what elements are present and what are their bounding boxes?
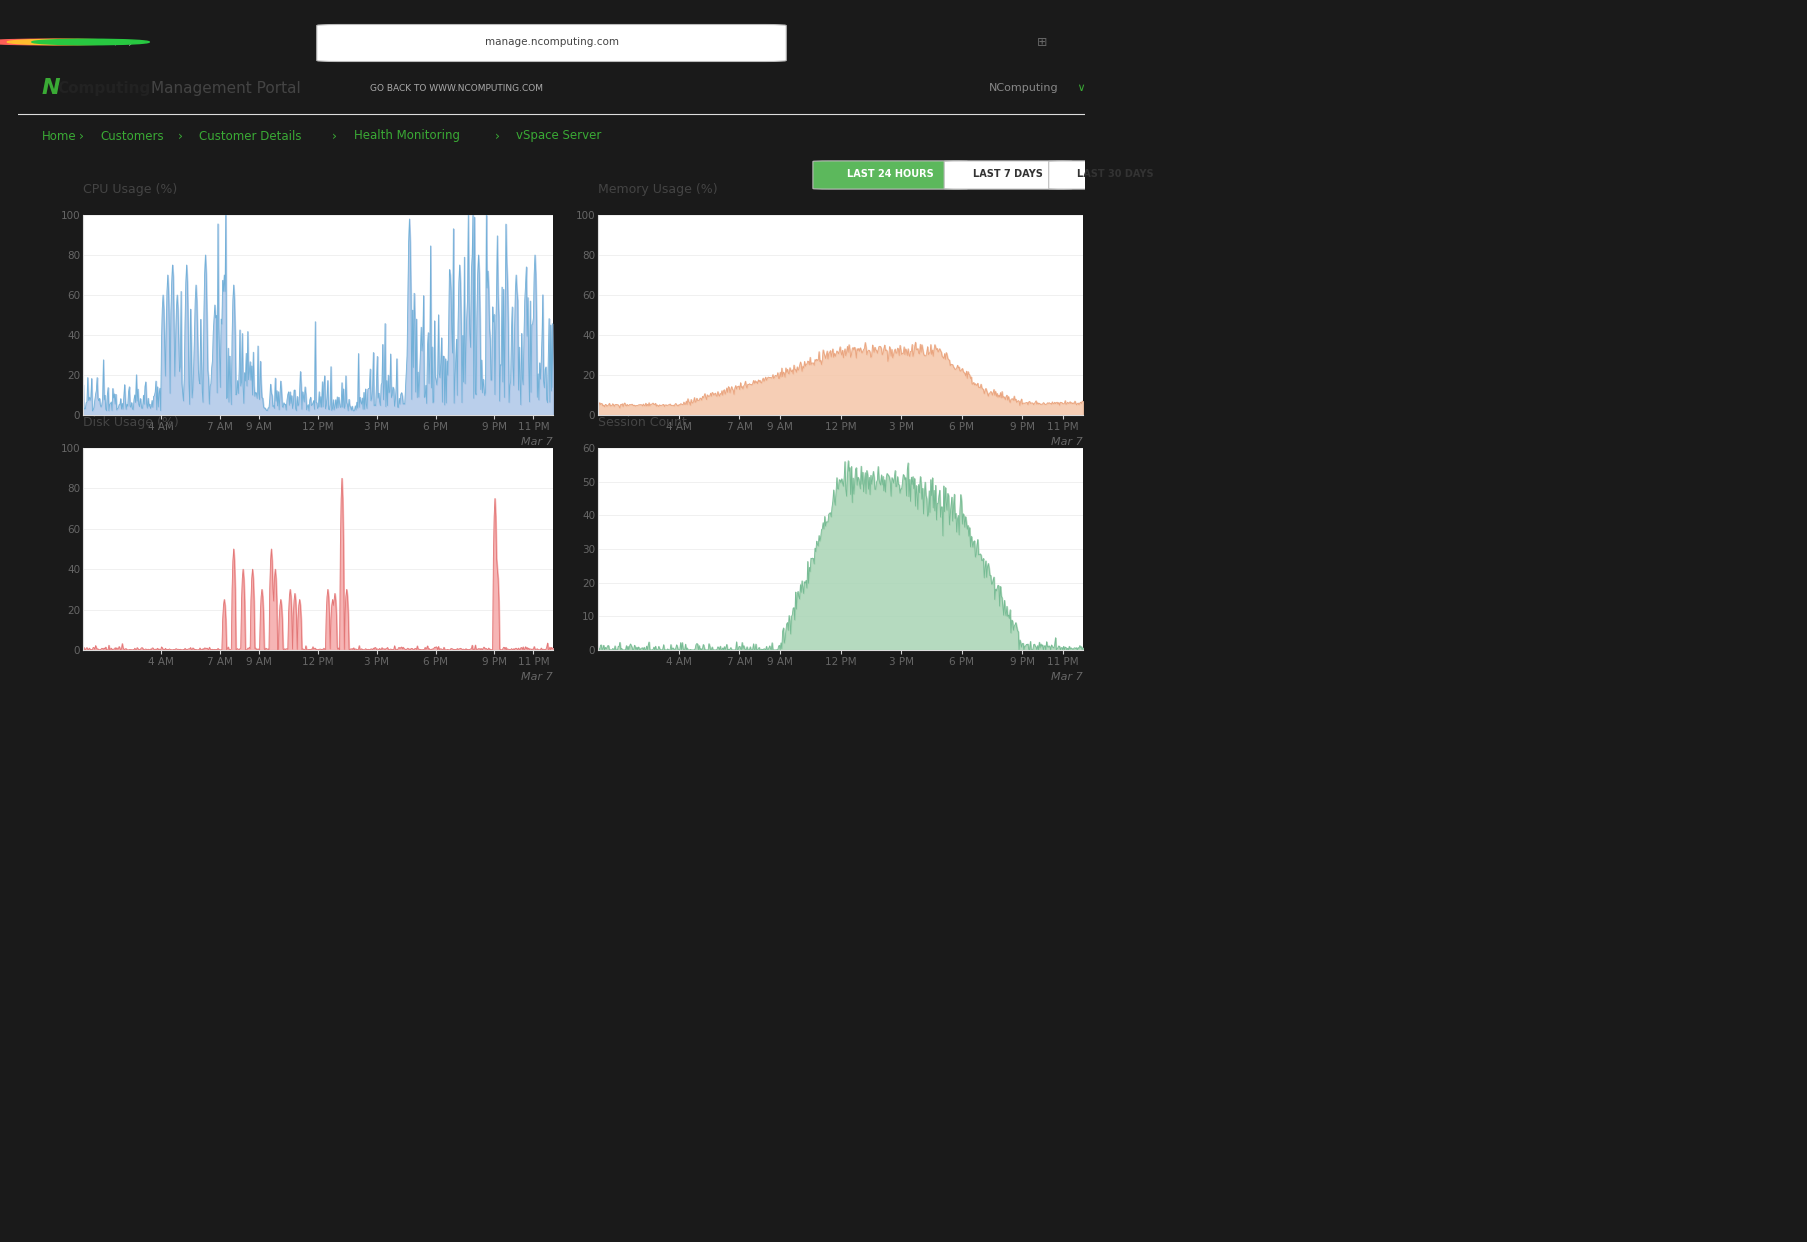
Text: ‹: ‹ [112,36,116,50]
Text: Session Count: Session Count [598,416,687,428]
Text: Disk Usage (%): Disk Usage (%) [83,416,179,428]
Text: Home: Home [42,129,76,143]
Text: vSpace Server: vSpace Server [517,129,602,143]
Text: Memory Usage (%): Memory Usage (%) [598,183,717,196]
Circle shape [33,40,150,45]
Text: ›: › [495,129,501,143]
Text: LAST 30 DAYS: LAST 30 DAYS [1077,169,1153,179]
Text: GO BACK TO WWW.NCOMPUTING.COM: GO BACK TO WWW.NCOMPUTING.COM [370,83,544,93]
Text: Mar 7: Mar 7 [1052,672,1082,682]
Text: CPU Usage (%): CPU Usage (%) [83,183,177,196]
Text: ⊞: ⊞ [1037,36,1048,48]
Text: Computing: Computing [58,81,150,96]
Text: Mar 7: Mar 7 [520,437,553,447]
Text: Customer Details: Customer Details [199,129,302,143]
Text: Customers: Customers [99,129,164,143]
Text: ›: › [332,129,338,143]
FancyBboxPatch shape [316,25,786,62]
Text: ›: › [128,36,132,50]
Text: Mar 7: Mar 7 [520,672,553,682]
FancyBboxPatch shape [813,161,967,189]
Text: Mar 7: Mar 7 [1052,437,1082,447]
Text: Health Monitoring: Health Monitoring [354,129,459,143]
FancyBboxPatch shape [943,161,1072,189]
Text: ›: › [177,129,183,143]
FancyBboxPatch shape [1048,161,1182,189]
Text: manage.ncomputing.com: manage.ncomputing.com [484,37,618,47]
Text: ∨: ∨ [1075,83,1086,93]
Text: Management Portal: Management Portal [152,81,302,96]
Text: NComputing: NComputing [988,83,1059,93]
Circle shape [0,40,99,45]
Text: LAST 24 HOURS: LAST 24 HOURS [847,169,934,179]
Text: N: N [42,78,60,98]
Text: LAST 7 DAYS: LAST 7 DAYS [974,169,1043,179]
Circle shape [7,40,125,45]
Text: ›: › [80,129,83,143]
